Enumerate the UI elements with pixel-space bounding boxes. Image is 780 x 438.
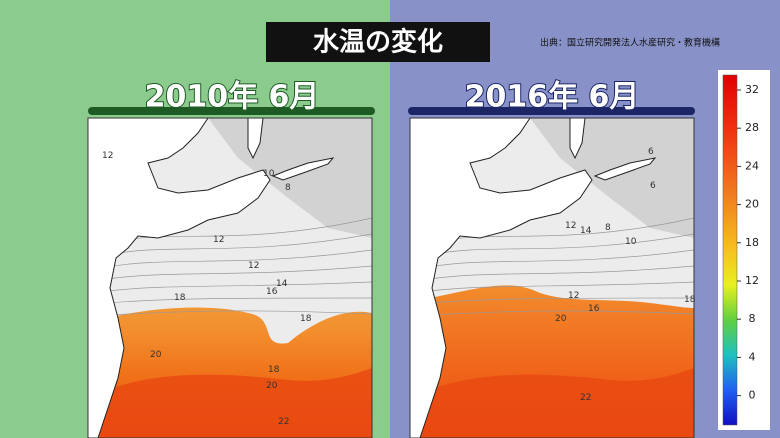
contour-label: 20 (266, 381, 278, 391)
contour-line (107, 233, 373, 256)
contour-label: 10 (263, 169, 275, 179)
contour-label: 6 (650, 181, 656, 191)
title-box (266, 22, 490, 62)
colorbar-tick-label: 0 (749, 389, 756, 402)
contour-label: 20 (150, 350, 162, 360)
colorbar-tick-label: 12 (745, 274, 759, 287)
contour-line (107, 249, 373, 268)
land (409, 117, 593, 438)
panel-label: 2010年 6月 (145, 80, 320, 115)
contour-line (107, 281, 373, 292)
warm-core (88, 368, 372, 438)
contour-line (107, 297, 373, 304)
contour-label: 12 (568, 291, 579, 301)
colorbar-tick-label: 4 (749, 350, 756, 363)
contour-label: 12 (248, 261, 259, 271)
contour-line (429, 233, 695, 256)
title: 水温の変化 (313, 27, 443, 58)
map: 12 14 8 6 6 10 12 16 20 18 22 (409, 117, 696, 438)
colorbar-tick-label: 32 (745, 83, 759, 96)
colorbar-tick-label: 28 (745, 121, 759, 134)
contour-label: 22 (580, 393, 591, 403)
contour-label: 18 (174, 293, 186, 303)
land (87, 117, 271, 438)
colorbar-tick-label: 18 (745, 236, 759, 249)
contour-label: 16 (588, 304, 600, 314)
contour-label: 18 (268, 365, 280, 375)
contour-label: 12 (102, 151, 113, 161)
warm-core (410, 368, 694, 438)
colorbar-ticks: 32 28 24 20 18 12 8 4 0 (737, 83, 759, 402)
contour-line (107, 265, 373, 280)
map-frame (87, 117, 373, 438)
panel-label: 2016年 6月 (465, 80, 640, 115)
contour-label: 14 (276, 279, 288, 289)
contour-label: 16 (266, 287, 278, 297)
contour-label: 8 (605, 223, 611, 233)
colorbar-tick-label: 24 (745, 159, 759, 172)
contour-line (429, 310, 695, 316)
contour-label: 10 (625, 237, 637, 247)
contour-label: 12 (213, 235, 224, 245)
colorbar-tick-label: 8 (749, 312, 756, 325)
label-underline (88, 107, 375, 115)
contour-label: 8 (285, 183, 291, 193)
colorbar-tick-label: 20 (745, 198, 759, 211)
contour-label: 12 (565, 221, 576, 231)
contour-label: 22 (278, 417, 289, 427)
contour-line (429, 281, 695, 292)
contour-line (107, 310, 373, 316)
source: 出典：国立研究開発法人水産研究・教育機構 (540, 37, 720, 49)
land (271, 157, 335, 181)
contour-label: 14 (580, 226, 592, 236)
colorbar (722, 74, 738, 426)
label-underline (408, 107, 695, 115)
contour-label: 18 (300, 314, 312, 324)
contour-line (429, 297, 695, 304)
contour-label: 20 (555, 314, 567, 324)
map-frame (409, 117, 695, 438)
contour-line (429, 265, 695, 280)
land (593, 157, 657, 181)
contour-label: 18 (684, 295, 696, 305)
contour-line (429, 249, 695, 268)
contour-label: 6 (648, 147, 654, 157)
